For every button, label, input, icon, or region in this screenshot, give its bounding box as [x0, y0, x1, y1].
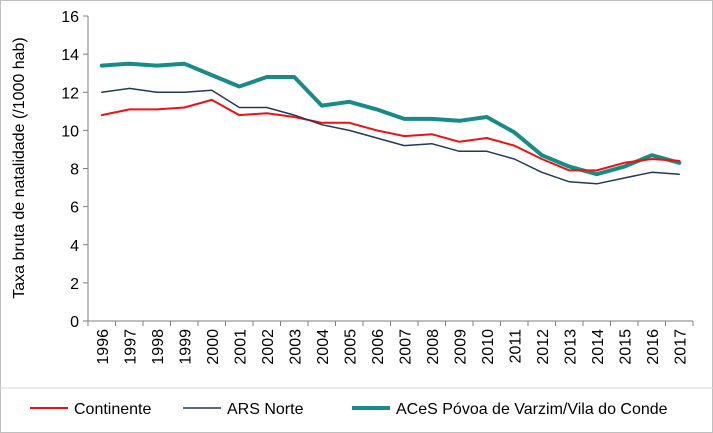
x-tick-label: 1999: [177, 329, 194, 365]
x-tick-label: 2015: [617, 329, 634, 365]
x-tick-label: 2000: [205, 329, 222, 365]
y-axis-title: Taxa bruta de natalidade (/1000 hab): [11, 37, 28, 299]
y-tick-label: 10: [61, 123, 79, 140]
x-tick-label: 1997: [122, 329, 139, 365]
y-tick-label: 6: [70, 200, 79, 217]
x-tick-label: 2007: [397, 329, 414, 365]
series-line-2: [101, 87, 681, 185]
x-tick-label: 2006: [370, 329, 387, 365]
x-tick-label: 2004: [315, 329, 332, 365]
plot-area: 0 2 4 6 8 10 12 14 16 1996 1997 1998 1999 2000 2001 200…: [61, 9, 694, 365]
y-tick-label: 12: [61, 85, 79, 102]
x-tick-label: 2003: [287, 329, 304, 365]
x-tick-label: 2010: [480, 329, 497, 365]
x-tick-label: 2017: [672, 329, 689, 365]
x-tick-label: 2001: [232, 329, 249, 365]
legend-label-3: ACeS Póvoa de Varzim/Vila do Conde: [396, 401, 668, 418]
y-tick-label: 16: [61, 9, 79, 26]
x-tick-label: 2005: [342, 329, 359, 365]
y-tick-label: 4: [70, 238, 79, 255]
x-tick-label: 1998: [150, 329, 167, 365]
legend-label-2: ARS Norte: [227, 401, 304, 418]
x-tick-label: 2011: [507, 329, 524, 364]
y-tick-label: 14: [61, 47, 79, 64]
series-line-1: [100, 98, 681, 172]
y-tick-label: 2: [70, 276, 79, 293]
y-tick-label: 8: [70, 162, 79, 179]
y-tick-label: 0: [70, 314, 79, 331]
x-tick-label: 2013: [562, 329, 579, 365]
x-tick-label: 2002: [260, 329, 277, 365]
x-tick-label: 2014: [590, 329, 607, 365]
x-tick-label: 1996: [95, 329, 112, 365]
x-tick-label: 2016: [645, 329, 662, 365]
legend-label-1: Continente: [74, 401, 151, 418]
x-tick-label: 2008: [425, 329, 442, 365]
x-tick-label: 2009: [452, 329, 469, 365]
legend: Continente ARS Norte ACeS Póvoa de Varzim/…: [0, 387, 713, 418]
x-tick-label: 2012: [535, 329, 552, 365]
